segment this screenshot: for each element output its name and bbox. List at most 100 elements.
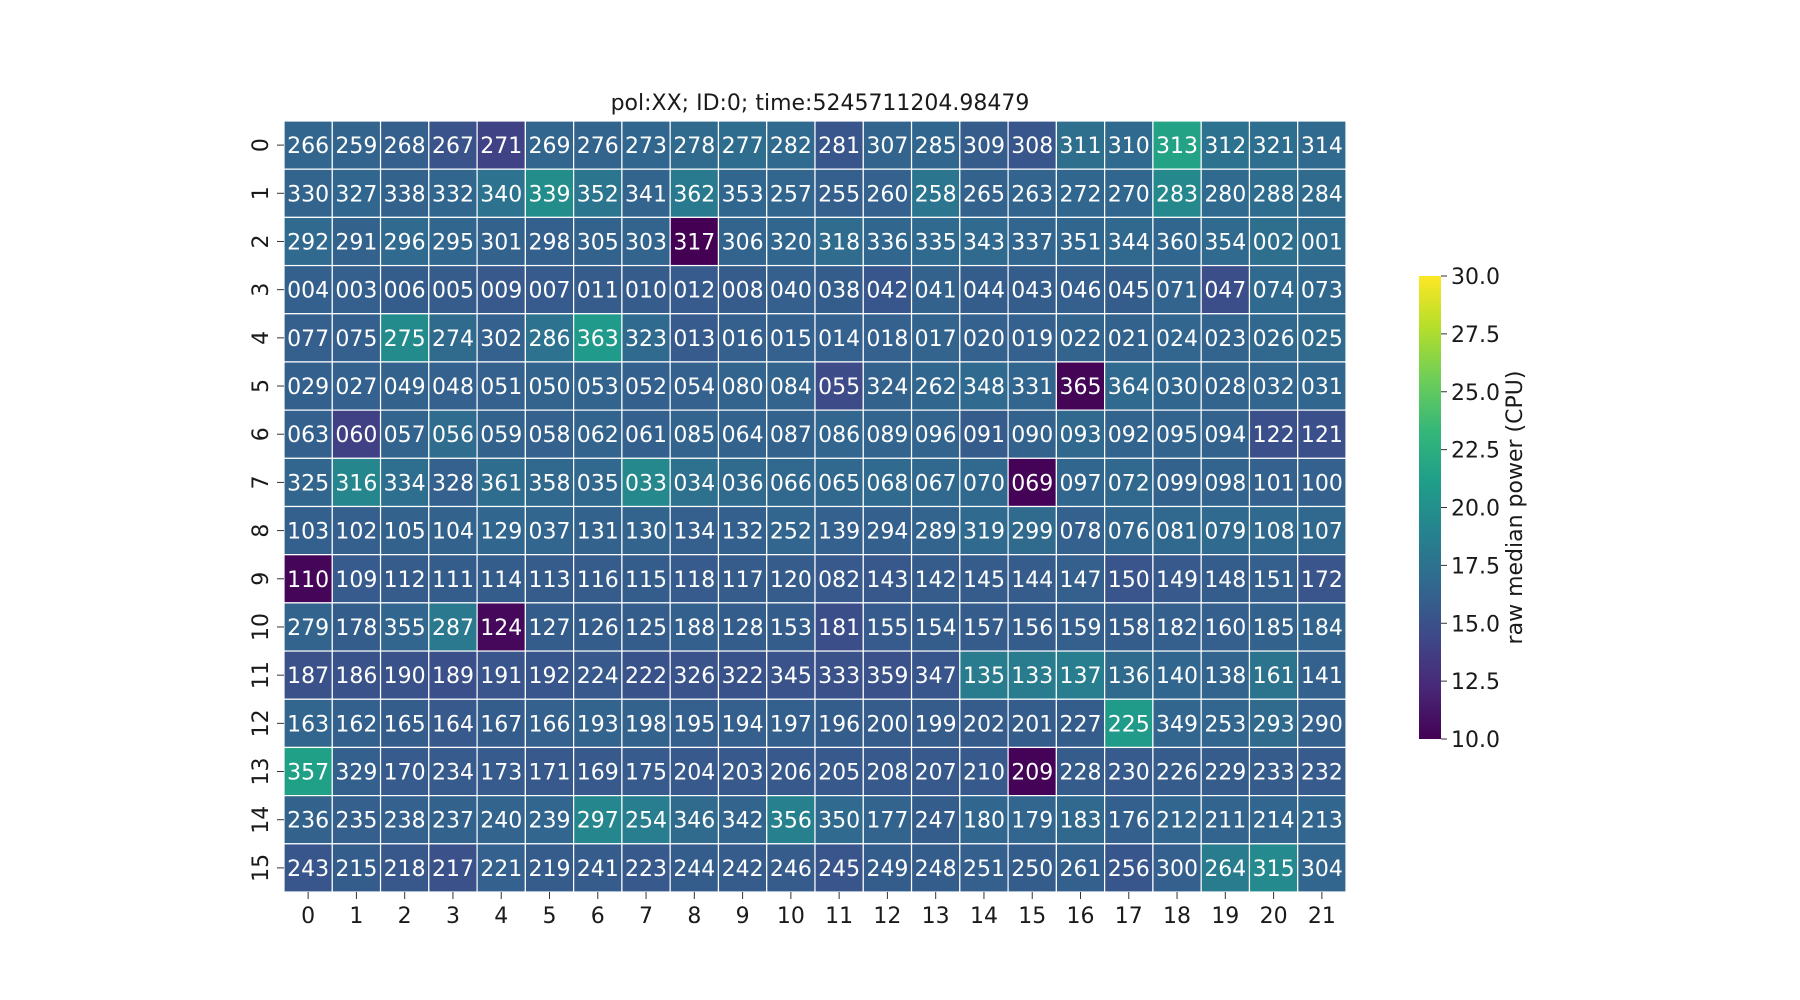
cell-label: 072 [1108,471,1150,496]
cell-label: 324 [866,375,908,400]
heatmap-cell [959,168,1009,218]
colorbar-tick-label: 17.5 [1451,554,1500,579]
cell-label: 358 [529,471,571,496]
heatmap-cell [959,409,1009,459]
cell-label: 019 [1011,327,1053,352]
cell-label: 291 [335,230,377,255]
cell-label: 017 [915,327,957,352]
heatmap-cell [766,313,816,363]
cell-label: 213 [1301,809,1343,834]
cell-label: 214 [1253,809,1295,834]
cell-label: 353 [722,182,764,207]
cell-label: 307 [866,134,908,159]
heatmap-cell [814,216,864,267]
cell-label: 264 [1204,857,1246,882]
heatmap-cell [283,313,333,363]
cell-label: 223 [625,857,667,882]
heatmap-cell [621,264,671,315]
heatmap-cell [910,650,961,700]
cell-label: 222 [625,664,667,689]
cell-label: 007 [529,279,571,304]
colorbar-tick-label: 27.5 [1451,323,1500,348]
cell-label: 245 [818,857,860,882]
heatmap-cell [1055,264,1106,315]
cell-label: 099 [1156,471,1198,496]
cell-label: 187 [287,664,329,689]
heatmap-cell [1200,313,1251,363]
heatmap-cell [1297,313,1347,363]
heatmap-cell [1248,650,1299,700]
cell-label: 042 [866,279,908,304]
cell-label: 049 [384,375,426,400]
cell-label: 022 [1060,327,1102,352]
cell-label: 096 [915,423,957,448]
heatmap-cell [1104,409,1154,459]
cell-label: 009 [480,279,522,304]
heatmap-cell [1152,602,1202,652]
heatmap-cell [283,168,333,218]
cell-label: 277 [722,134,764,159]
colorbar-tick-label: 12.5 [1451,670,1500,695]
heatmap-cell [1297,264,1347,315]
cell-label: 135 [963,664,1005,689]
heatmap-cell [476,361,526,411]
cell-label: 108 [1253,520,1295,545]
cell-label: 069 [1011,471,1053,496]
y-tick-label: 1 [249,186,274,200]
cell-label: 243 [287,857,329,882]
cell-label: 254 [625,809,667,834]
cell-label: 038 [818,279,860,304]
heatmap-cell [524,602,575,652]
cell-label: 033 [625,471,667,496]
cell-label: 052 [625,375,667,400]
heatmap-cell [766,264,816,315]
cell-label: 026 [1253,327,1295,352]
colorbar-tick-label: 30.0 [1451,265,1500,290]
cell-label: 200 [866,712,908,737]
heatmap-cell [621,361,671,411]
cell-label: 293 [1253,712,1295,737]
cell-label: 196 [818,712,860,737]
heatmap-cell [959,313,1009,363]
heatmap-cell [959,264,1009,315]
cell-label: 197 [770,712,812,737]
heatmap-cell [1104,361,1154,411]
y-tick-label: 9 [249,572,274,586]
cell-label: 326 [673,664,715,689]
heatmap-cell [476,650,526,700]
heatmap-cell [814,554,864,604]
chart-title: pol:XX; ID:0; time:5245711204.98479 [611,91,1030,116]
x-tick-label: 12 [873,904,901,929]
heatmap-cell [621,554,671,604]
cell-label: 190 [384,664,426,689]
heatmap-cell [1200,216,1251,267]
cell-label: 161 [1253,664,1295,689]
cell-label: 351 [1060,230,1102,255]
cell-label: 263 [1011,182,1053,207]
heatmap-cell [717,554,768,604]
x-tick-label: 14 [970,904,998,929]
cell-label: 148 [1204,568,1246,593]
cell-label: 141 [1301,664,1343,689]
heatmap-cell [621,120,671,170]
heatmap-cell [1152,650,1202,700]
cell-label: 288 [1253,182,1295,207]
cell-label: 289 [915,520,957,545]
cell-label: 236 [287,809,329,834]
heatmap-cell [573,216,623,267]
cell-label: 239 [529,809,571,834]
heatmap-cell [524,457,575,508]
cell-label: 186 [335,664,377,689]
cell-label: 073 [1301,279,1343,304]
heatmap-cell [862,409,913,459]
cell-label: 184 [1301,616,1343,641]
heatmap-cell [476,505,526,556]
cell-label: 249 [866,857,908,882]
cell-label: 098 [1204,471,1246,496]
cell-label: 025 [1301,327,1343,352]
cell-label: 230 [1108,761,1150,786]
x-tick-label: 20 [1260,904,1288,929]
cell-label: 278 [673,134,715,159]
heatmap-cell [717,602,768,652]
